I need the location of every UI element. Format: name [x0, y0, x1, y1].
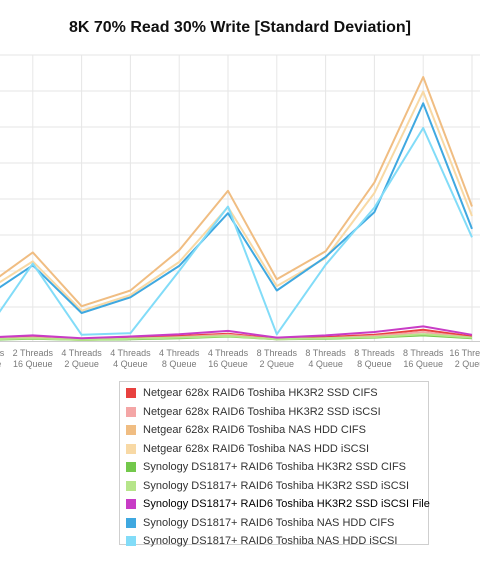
legend-label: Synology DS1817+ RAID6 Toshiba HK3R2 SSD… [143, 498, 430, 511]
legend-item-synology-ssd-iscsi[interactable]: Synology DS1817+ RAID6 Toshiba HK3R2 SSD… [120, 477, 428, 496]
x-tick-label: 16 Queue [208, 359, 248, 369]
legend-item-synology-hdd-iscsi[interactable]: Synology DS1817+ RAID6 Toshiba NAS HDD i… [120, 532, 428, 551]
series-line-2 [0, 76, 473, 308]
x-tick-label: 4 Threads [110, 348, 151, 358]
x-tick-label: 8 Queue [357, 359, 392, 369]
legend-item-synology-hdd-cifs[interactable]: Synology DS1817+ RAID6 Toshiba NAS HDD C… [120, 514, 428, 533]
legend-label: Synology DS1817+ RAID6 Toshiba HK3R2 SSD… [143, 461, 407, 474]
legend-swatch [126, 406, 136, 417]
x-tick-label: 16 Queue [13, 359, 53, 369]
legend-item-synology-ssd-cifs[interactable]: Synology DS1817+ RAID6 Toshiba HK3R2 SSD… [120, 458, 428, 477]
series-line-8 [0, 127, 473, 336]
legend-swatch [126, 443, 136, 454]
x-tick-label: 2 Queue [260, 359, 295, 369]
x-tick-label: 4 Threads [208, 348, 249, 358]
legend-item-synology-ssd-iscsi-file[interactable]: Synology DS1817+ RAID6 Toshiba HK3R2 SSD… [120, 495, 430, 514]
x-tick-label: 4 Threads [159, 348, 200, 358]
x-tick-label: 2 Queue [0, 359, 1, 369]
legend-label: Synology DS1817+ RAID6 Toshiba NAS HDD i… [143, 535, 398, 548]
x-tick-label: 2 Queue [455, 359, 480, 369]
x-tick-label: 2 Queue [64, 359, 99, 369]
legend-label: Netgear 628x RAID6 Toshiba HK3R2 SSD iSC… [143, 405, 381, 418]
x-tick-label: 16 Threads [449, 348, 480, 358]
x-tick-label: 4 Threads [61, 348, 102, 358]
series-line-7 [0, 102, 473, 314]
chart-title: 8K 70% Read 30% Write [Standard Deviatio… [68, 19, 412, 36]
legend-label: Netgear 628x RAID6 Toshiba HK3R2 SSD CIF… [143, 387, 378, 400]
legend-swatch [126, 517, 136, 528]
grid-lines [0, 54, 480, 342]
x-tick-label: 8 Threads [257, 348, 298, 358]
legend-swatch [126, 480, 136, 491]
legend-label: Netgear 628x RAID6 Toshiba NAS HDD iSCSI [143, 442, 370, 455]
legend-item-netgear-ssd-cifs[interactable]: Netgear 628x RAID6 Toshiba HK3R2 SSD CIF… [120, 384, 428, 403]
legend-swatch [126, 536, 136, 547]
x-tick-label: 4 Queue [308, 359, 343, 369]
x-tick-label: 1 Threads [0, 348, 5, 358]
series-line-5 [0, 333, 473, 341]
x-tick-label: 4 Queue [113, 359, 148, 369]
x-tick-label: 2 Threads [13, 348, 54, 358]
legend-label: Synology DS1817+ RAID6 Toshiba NAS HDD C… [143, 516, 395, 529]
x-tick-label: 8 Threads [403, 348, 444, 358]
legend-swatch [126, 425, 136, 436]
legend-item-netgear-hdd-iscsi[interactable]: Netgear 628x RAID6 Toshiba NAS HDD iSCSI [120, 440, 428, 459]
series-lines [0, 76, 473, 341]
legend-item-netgear-ssd-iscsi[interactable]: Netgear 628x RAID6 Toshiba HK3R2 SSD iSC… [120, 403, 428, 422]
series-line-6 [0, 325, 473, 340]
legend-swatch [126, 388, 136, 399]
legend-swatch [126, 462, 136, 473]
x-tick-label: 16 Queue [403, 359, 443, 369]
legend-swatch [126, 499, 136, 510]
x-tick-label: 8 Threads [354, 348, 395, 358]
legend-item-netgear-hdd-cifs[interactable]: Netgear 628x RAID6 Toshiba NAS HDD CIFS [120, 421, 428, 440]
legend-label: Netgear 628x RAID6 Toshiba NAS HDD CIFS [143, 424, 366, 437]
x-tick-label: 8 Queue [162, 359, 197, 369]
legend: Netgear 628x RAID6 Toshiba HK3R2 SSD CIF… [119, 381, 430, 547]
x-tick-label: 8 Threads [305, 348, 346, 358]
legend-label: Synology DS1817+ RAID6 Toshiba HK3R2 SSD… [143, 479, 410, 492]
